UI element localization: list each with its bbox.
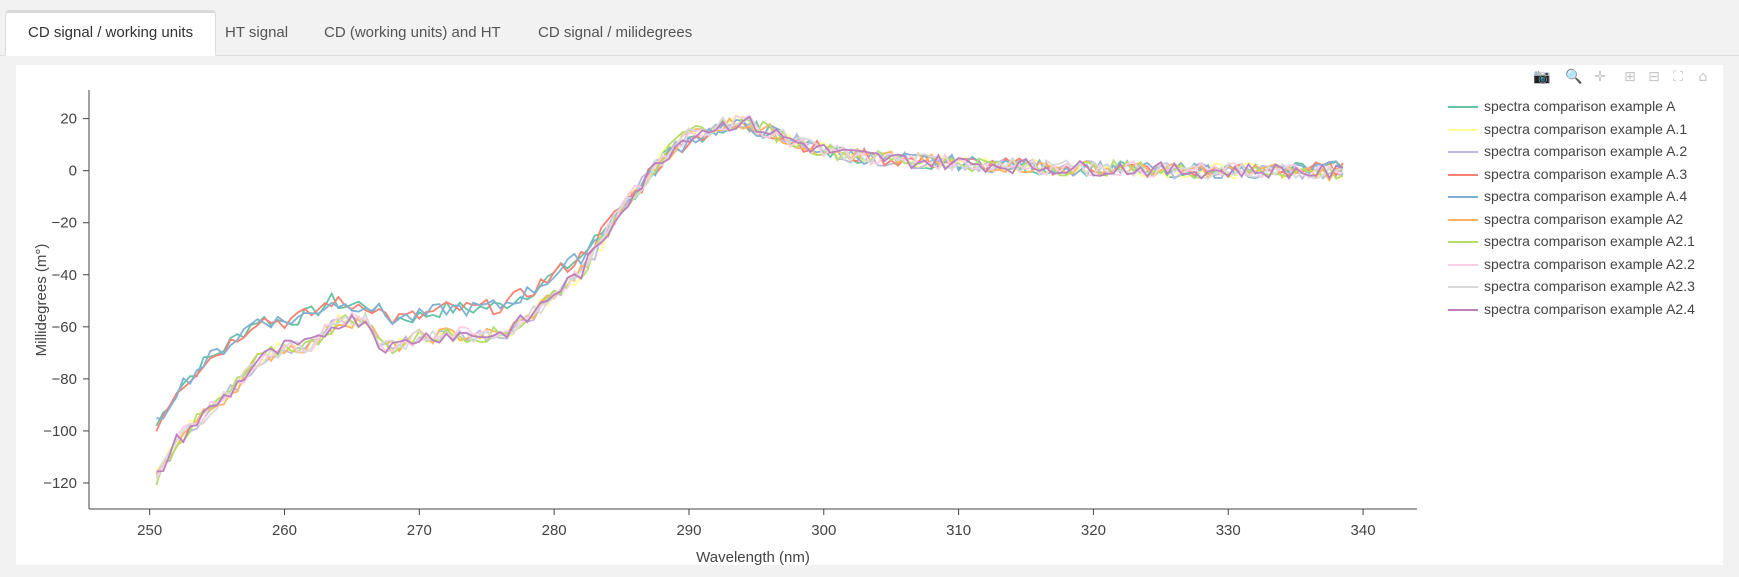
- x-tick-label: 300: [811, 522, 836, 539]
- y-tick-label: 20: [60, 111, 77, 128]
- legend-label: spectra comparison example A: [1484, 98, 1676, 114]
- x-tick-label: 290: [676, 522, 701, 539]
- legend-swatch: [1448, 151, 1478, 153]
- y-axis-title: Millidegrees (m°): [33, 244, 50, 357]
- pan-icon[interactable]: ✛: [1594, 69, 1606, 85]
- x-tick-label: 280: [542, 522, 567, 539]
- legend-label: spectra comparison example A2.4: [1484, 300, 1695, 317]
- x-tick-label: 330: [1216, 522, 1241, 539]
- x-tick-label: 340: [1351, 522, 1376, 539]
- x-axis-ticks: 250 260 270 280 290 300 310 320 330 340: [137, 509, 1376, 539]
- y-tick-label: −80: [52, 371, 77, 388]
- legend-item[interactable]: spectra comparison example A.3: [1448, 165, 1738, 185]
- legend-item[interactable]: spectra comparison example A.1: [1448, 120, 1738, 140]
- plot-area: [155, 113, 1344, 486]
- legend-swatch: [1448, 218, 1478, 221]
- legend-swatch: [1448, 286, 1478, 288]
- autoscale-icon[interactable]: ⛶: [1673, 69, 1683, 85]
- legend-item[interactable]: spectra comparison example A2: [1448, 210, 1738, 230]
- legend-label: spectra comparison example A.3: [1484, 165, 1688, 182]
- legend-swatch: [1448, 106, 1478, 108]
- y-tick-label: −120: [43, 475, 77, 492]
- zoom-out-icon[interactable]: ⊟: [1648, 69, 1660, 85]
- tab-cd-working-units-and-ht[interactable]: CD (working units) and HT: [324, 24, 501, 41]
- x-tick-label: 320: [1081, 522, 1106, 539]
- legend-swatch: [1448, 196, 1478, 198]
- legend-swatch: [1448, 308, 1478, 311]
- legend-label: spectra comparison example A.2: [1484, 143, 1688, 159]
- legend-item[interactable]: spectra comparison example A2.3: [1448, 277, 1738, 297]
- legend-item[interactable]: spectra comparison example A2.4: [1448, 300, 1738, 320]
- camera-icon[interactable]: 📷: [1533, 69, 1551, 85]
- home-icon[interactable]: ⌂: [1698, 69, 1708, 85]
- legend-label: spectra comparison example A2.3: [1484, 278, 1695, 294]
- tab-cd-signal-milidegrees[interactable]: CD signal / milidegrees: [538, 24, 693, 41]
- y-tick-label: −40: [52, 267, 77, 284]
- legend-label: spectra comparison example A2: [1484, 210, 1684, 227]
- legend-item[interactable]: spectra comparison example A.2: [1448, 142, 1738, 162]
- legend-label: spectra comparison example A.1: [1484, 120, 1688, 137]
- zoom-in-icon[interactable]: ⊞: [1624, 69, 1636, 85]
- legend-swatch: [1448, 128, 1478, 131]
- legend-swatch: [1448, 241, 1478, 243]
- legend-label: spectra comparison example A2.2: [1484, 255, 1695, 272]
- tab-bar: CD signal / working units HT signal CD (…: [0, 10, 1739, 56]
- x-tick-label: 260: [272, 522, 297, 539]
- legend-item[interactable]: spectra comparison example A: [1448, 97, 1738, 117]
- tab-cd-signal-working-units[interactable]: CD signal / working units: [5, 10, 217, 56]
- legend-label: spectra comparison example A2.1: [1484, 233, 1695, 249]
- legend-item[interactable]: spectra comparison example A2.2: [1448, 255, 1738, 275]
- legend-label: spectra comparison example A.4: [1484, 188, 1688, 204]
- legend-swatch: [1448, 173, 1478, 176]
- x-tick-label: 310: [946, 522, 971, 539]
- legend-swatch: [1448, 263, 1478, 266]
- y-tick-label: −60: [52, 319, 77, 336]
- legend-item[interactable]: spectra comparison example A.4: [1448, 187, 1738, 207]
- x-axis-title: Wavelength (nm): [696, 549, 810, 566]
- zoom-icon[interactable]: 🔍: [1565, 69, 1583, 85]
- y-axis-ticks: 20 0 −20 −40 −60 −80 −100 −120: [43, 111, 89, 492]
- tab-ht-signal[interactable]: HT signal: [225, 24, 289, 41]
- y-tick-label: −20: [52, 215, 77, 232]
- series-line[interactable]: [156, 119, 1344, 420]
- x-tick-label: 250: [137, 522, 162, 539]
- x-tick-label: 270: [407, 522, 432, 539]
- legend-item[interactable]: spectra comparison example A2.1: [1448, 232, 1738, 252]
- y-tick-label: 0: [69, 163, 77, 180]
- series-line[interactable]: [156, 115, 1344, 473]
- y-tick-label: −100: [43, 423, 77, 440]
